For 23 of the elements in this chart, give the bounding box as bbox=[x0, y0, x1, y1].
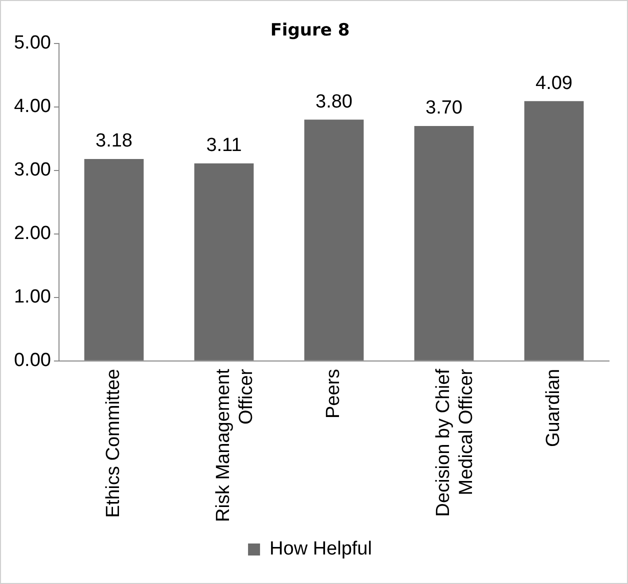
x-tick-label: Risk Management Officer bbox=[213, 368, 258, 522]
x-tick-label: Decision by Chief Medical Officer bbox=[433, 368, 478, 517]
bar bbox=[414, 126, 474, 360]
y-tick-label: 1.00 bbox=[14, 286, 51, 308]
y-tick-label: 0.00 bbox=[14, 350, 51, 372]
data-label: 3.11 bbox=[206, 135, 242, 156]
data-label: 4.09 bbox=[536, 72, 572, 94]
data-label: 3.18 bbox=[95, 130, 132, 152]
y-tick-label: 4.00 bbox=[14, 96, 51, 118]
y-tick-label: 3.00 bbox=[14, 160, 51, 181]
legend-label: How Helpful bbox=[270, 538, 372, 560]
x-tick-label: Peers bbox=[323, 368, 344, 419]
bar bbox=[84, 158, 144, 360]
bar bbox=[194, 163, 254, 360]
data-label: 3.80 bbox=[316, 91, 352, 112]
bar bbox=[304, 120, 364, 360]
x-tick-label: Guardian bbox=[543, 368, 564, 448]
x-tick-label: Ethics Committee bbox=[103, 368, 124, 518]
bar bbox=[524, 101, 584, 360]
y-tick-label: 5.00 bbox=[14, 32, 51, 54]
chart-title: Figure 8 bbox=[270, 20, 350, 41]
data-label: 3.70 bbox=[426, 98, 462, 119]
y-tick-label: 2.00 bbox=[14, 223, 51, 244]
